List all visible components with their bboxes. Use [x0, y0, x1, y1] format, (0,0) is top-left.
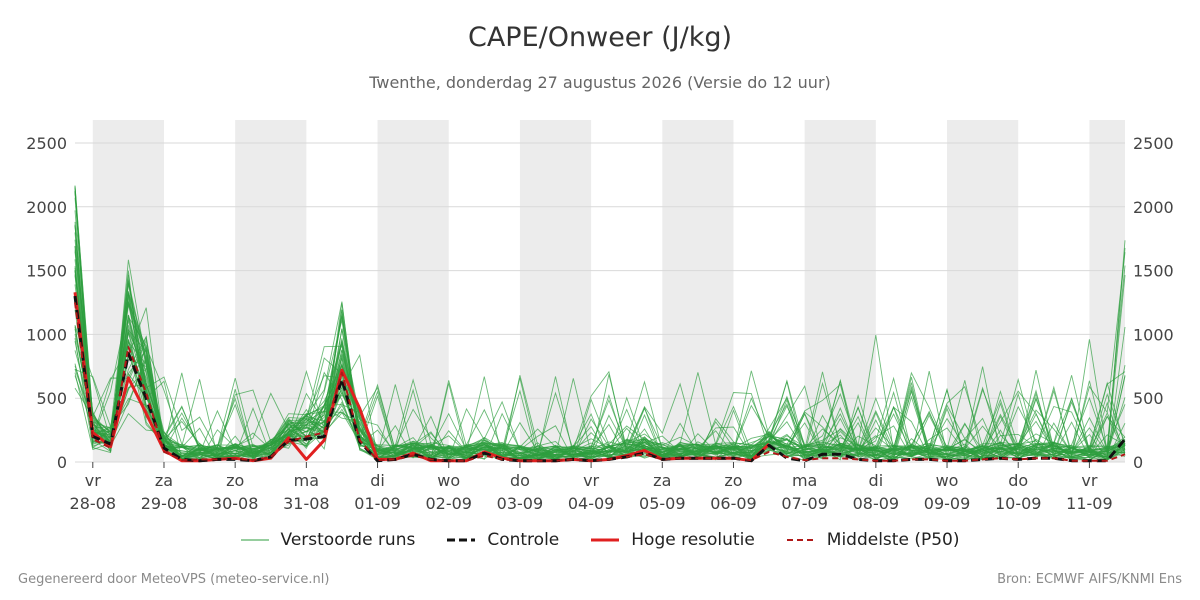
shaded-band — [804, 120, 876, 462]
legend-label: Hoge resolutie — [631, 530, 755, 550]
x-tick-date: 03-09 — [497, 494, 544, 513]
x-tick-day: vr — [1081, 471, 1097, 490]
x-tick-day: wo — [437, 471, 460, 490]
x-tick-date: 06-09 — [710, 494, 757, 513]
x-tick-date: 09-09 — [924, 494, 971, 513]
x-tick-date: 11-09 — [1066, 494, 1113, 513]
shaded-band — [235, 120, 307, 462]
x-tick-day: za — [155, 471, 173, 490]
y-tick-label-right: 1000 — [1133, 325, 1174, 344]
y-tick-label-right: 500 — [1133, 389, 1164, 408]
series-line-middelste-p50 — [74, 302, 1126, 462]
x-tick-date: 07-09 — [781, 494, 828, 513]
x-tick-day: ma — [294, 471, 319, 490]
x-tick-day: zo — [724, 471, 742, 490]
x-tick-date: 02-09 — [425, 494, 472, 513]
x-tick-day: za — [653, 471, 671, 490]
y-tick-label-right: 2500 — [1133, 134, 1174, 153]
legend-swatch-ensemble — [240, 539, 269, 541]
footer-credit: Gegenereerd door MeteoVPS (meteo-service… — [18, 572, 330, 587]
shaded-band — [947, 120, 1019, 462]
shaded-band — [519, 120, 592, 462]
legend-label: Verstoorde runs — [280, 530, 416, 550]
x-tick-date: 28-08 — [70, 494, 117, 513]
x-tick-date: 10-09 — [995, 494, 1042, 513]
main-series — [73, 292, 1127, 463]
ensemble-run-line — [74, 191, 1126, 461]
x-tick-day: do — [1008, 471, 1028, 490]
legend: Verstoorde runs Controle Hoge resolutie … — [0, 530, 1200, 550]
ensemble-run-line — [74, 326, 1126, 460]
legend-item-ensemble: Verstoorde runs — [240, 530, 416, 550]
y-tick-label-left: 0 — [57, 453, 67, 472]
y-tick-label-left: 1500 — [26, 262, 67, 281]
y-axis-right: 0 500 1000 1500 2000 2500 — [1133, 134, 1174, 472]
y-tick-label-left: 1000 — [26, 325, 67, 344]
ensemble-run-line — [74, 335, 1126, 461]
chart-subtitle: Twenthe, donderdag 27 augustus 2026 (Ver… — [369, 73, 831, 92]
y-axis-left: 0 500 1000 1500 2000 2500 — [26, 134, 67, 472]
legend-item-hires: Hoge resolutie — [591, 530, 755, 550]
legend-item-control: Controle — [447, 530, 559, 550]
x-tick-day: do — [510, 471, 530, 490]
legend-swatch-median — [786, 539, 815, 541]
x-tick-day: zo — [226, 471, 244, 490]
footer-source: Bron: ECMWF AIFS/KNMI Ens — [997, 572, 1182, 587]
legend-label: Middelste (P50) — [826, 530, 960, 550]
legend-swatch-control — [447, 538, 476, 542]
ensemble-runs — [74, 185, 1126, 462]
x-tick-date: 01-09 — [354, 494, 401, 513]
x-tick-day: di — [370, 471, 385, 490]
x-tick-day: di — [869, 471, 884, 490]
shaded-band — [377, 120, 449, 462]
x-tick-day: vr — [85, 471, 101, 490]
legend-item-median: Middelste (P50) — [786, 530, 960, 550]
weekend-bands — [92, 120, 1125, 462]
x-tick-date: 29-08 — [141, 494, 188, 513]
x-tick-day: ma — [792, 471, 817, 490]
y-tick-label-right: 2000 — [1133, 198, 1174, 217]
shaded-band — [92, 120, 164, 462]
y-tick-label-right: 0 — [1133, 453, 1143, 472]
y-tick-label-left: 2500 — [26, 134, 67, 153]
x-tick-date: 04-09 — [568, 494, 615, 513]
y-tick-label-left: 2000 — [26, 198, 67, 217]
ensemble-run-line — [74, 245, 1126, 460]
y-tick-label-left: 500 — [36, 389, 67, 408]
x-tick-date: 05-09 — [639, 494, 686, 513]
x-tick-day: wo — [936, 471, 959, 490]
x-axis: vr 28-08 za 29-08 zo 30-08 ma 31-08 di 01-09 wo 02-… — [70, 462, 1113, 513]
x-tick-day: vr — [583, 471, 599, 490]
chart-title: CAPE/Onweer (J/kg) — [467, 22, 732, 53]
y-tick-label-right: 1500 — [1133, 262, 1174, 281]
legend-swatch-hires — [591, 538, 620, 542]
x-tick-date: 31-08 — [283, 494, 330, 513]
x-tick-date: 08-09 — [853, 494, 900, 513]
legend-label: Controle — [487, 530, 560, 550]
x-tick-date: 30-08 — [212, 494, 259, 513]
shaded-band — [662, 120, 734, 462]
